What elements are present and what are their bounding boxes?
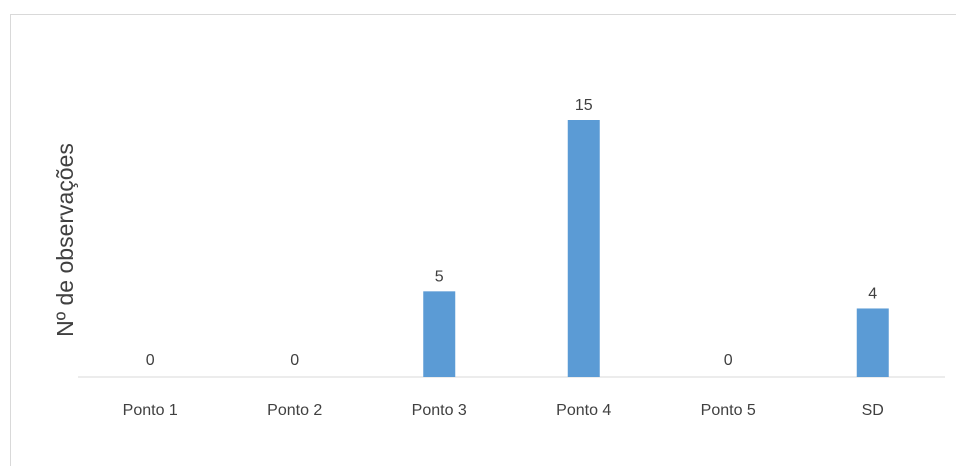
data-label-ponto-3: 5: [435, 268, 444, 285]
data-label-ponto-5: 0: [724, 352, 733, 369]
y-axis-label: Nº de observações: [52, 143, 78, 337]
data-label-sd: 4: [868, 285, 877, 302]
data-label-ponto-2: 0: [290, 352, 299, 369]
x-tick-label-ponto-2: Ponto 2: [267, 402, 322, 419]
data-label-ponto-4: 15: [575, 97, 593, 114]
x-tick-label-ponto-5: Ponto 5: [701, 402, 756, 419]
x-tick-label-sd: SD: [862, 402, 884, 419]
x-tick-label-ponto-1: Ponto 1: [123, 402, 178, 419]
bar-ponto-3: [423, 291, 455, 377]
bars-layer: [423, 120, 889, 377]
bar-ponto-4: [568, 120, 600, 377]
labels-layer: 0 Ponto 1 0 Ponto 2 5 Ponto 3 15 Ponto 4 0 Ponto …: [123, 97, 884, 419]
data-label-ponto-1: 0: [146, 352, 155, 369]
x-tick-label-ponto-4: Ponto 4: [556, 402, 611, 419]
bar-sd: [857, 308, 889, 377]
x-tick-label-ponto-3: Ponto 3: [412, 402, 467, 419]
